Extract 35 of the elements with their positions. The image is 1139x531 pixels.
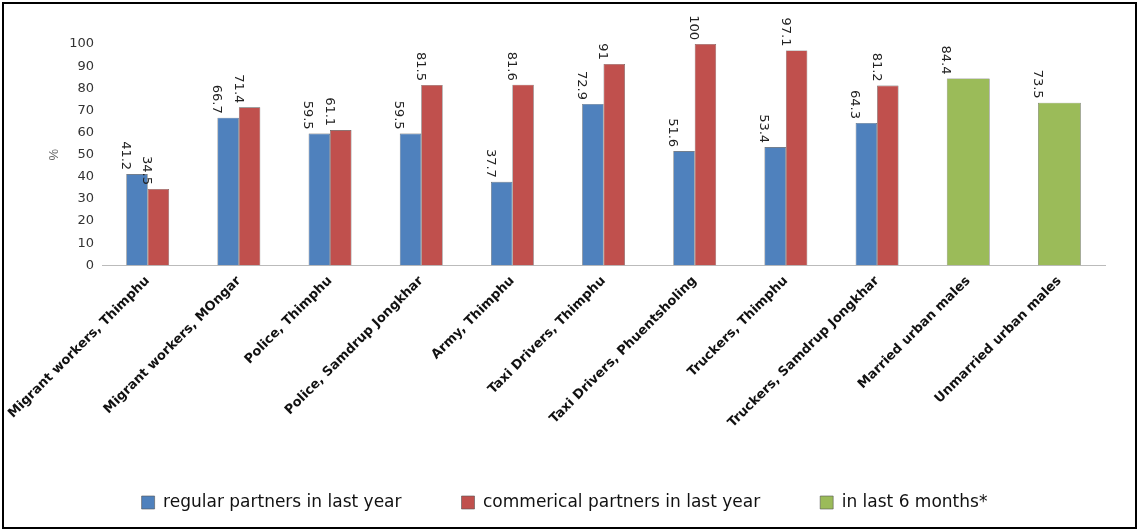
y-tick-label: 40 bbox=[77, 168, 95, 184]
y-tick-label: 10 bbox=[77, 234, 95, 250]
data-label: 73.5 bbox=[1030, 69, 1046, 99]
data-label: 37.7 bbox=[483, 148, 499, 178]
data-label: 51.6 bbox=[665, 118, 681, 148]
data-label: 100 bbox=[687, 15, 703, 40]
data-label: 64.3 bbox=[848, 90, 864, 119]
data-label: 71.4 bbox=[231, 74, 247, 104]
data-label: 97.1 bbox=[778, 17, 794, 47]
data-label: 84.4 bbox=[939, 45, 955, 75]
y-tick-label: 30 bbox=[77, 190, 95, 206]
y-tick-label: 50 bbox=[77, 146, 95, 162]
data-label: 81.2 bbox=[869, 52, 885, 82]
data-label: 59.5 bbox=[392, 100, 408, 130]
data-label: 72.9 bbox=[574, 71, 590, 100]
legend-label: in last 6 months* bbox=[841, 490, 988, 511]
data-label: 81.5 bbox=[413, 51, 429, 81]
y-tick-label: 0 bbox=[85, 256, 95, 272]
data-label: 66.7 bbox=[210, 84, 226, 114]
data-label: 81.6 bbox=[505, 51, 521, 81]
y-tick-label: 20 bbox=[77, 212, 95, 228]
data-label: 53.4 bbox=[757, 114, 773, 144]
data-label: 34.5 bbox=[140, 155, 156, 185]
y-tick-label: 60 bbox=[77, 123, 95, 139]
y-tick-label: 70 bbox=[77, 101, 95, 117]
legend-label: regular partners in last year bbox=[163, 490, 402, 511]
y-tick-label: 90 bbox=[77, 57, 95, 73]
data-label: 61.1 bbox=[322, 97, 338, 127]
data-label: 41.2 bbox=[118, 141, 134, 171]
y-axis-title: % bbox=[46, 148, 62, 161]
y-tick-label: 80 bbox=[77, 79, 95, 95]
y-tick-label: 100 bbox=[69, 35, 95, 51]
data-label: 91 bbox=[596, 43, 612, 60]
data-label: 59.5 bbox=[301, 100, 317, 130]
legend-label: commerical partners in last year bbox=[483, 490, 761, 511]
